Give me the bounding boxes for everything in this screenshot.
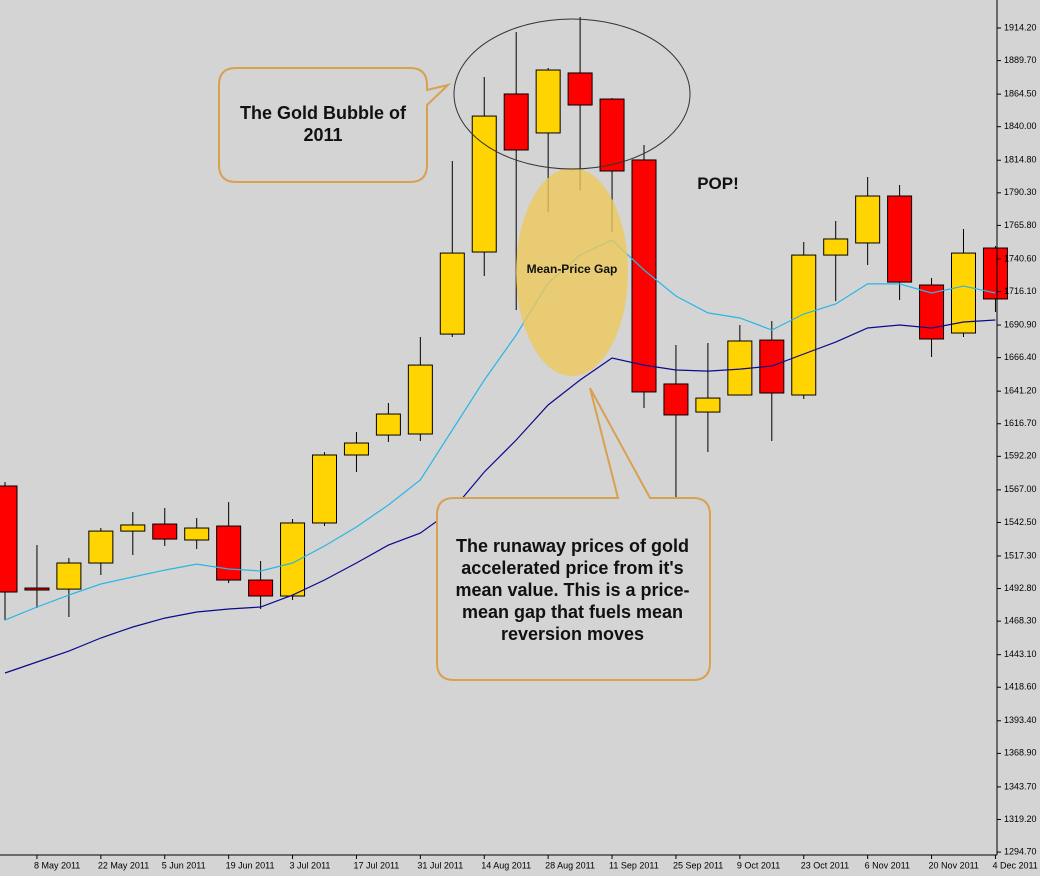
y-tick-label: 1368.90 bbox=[1004, 748, 1037, 758]
candle-body bbox=[312, 454, 337, 524]
y-tick-label: 1319.20 bbox=[1004, 814, 1037, 824]
y-tick-label: 1542.50 bbox=[1004, 517, 1037, 527]
y-tick-label: 1592.20 bbox=[1004, 451, 1037, 461]
annotation: The Gold Bubble of 2011 bbox=[240, 103, 406, 145]
candle-body bbox=[535, 69, 561, 134]
y-tick-label: 1418.60 bbox=[1004, 682, 1037, 692]
x-tick-label: 23 Oct 2011 bbox=[801, 860, 849, 870]
y-tick-label: 1666.40 bbox=[1004, 352, 1037, 362]
candle-body bbox=[887, 195, 913, 283]
y-tick-label: 1790.30 bbox=[1004, 187, 1037, 197]
y-tick-label: 1716.10 bbox=[1004, 286, 1037, 296]
y-tick-label: 1294.70 bbox=[1004, 846, 1037, 856]
y-tick-label: 1616.70 bbox=[1004, 418, 1037, 428]
x-tick-label: 6 Nov 2011 bbox=[865, 860, 910, 870]
y-tick-label: 1468.30 bbox=[1004, 616, 1037, 626]
y-tick-label: 1567.00 bbox=[1004, 484, 1037, 494]
callout-box bbox=[218, 67, 452, 183]
candle-body bbox=[184, 527, 210, 541]
x-tick-label: 20 Nov 2011 bbox=[929, 860, 979, 870]
x-tick-label: 19 Jun 2011 bbox=[226, 860, 275, 870]
annotation: POP! bbox=[697, 174, 739, 193]
x-tick-label: 22 May 2011 bbox=[98, 860, 149, 870]
y-tick-label: 1641.20 bbox=[1004, 386, 1037, 396]
y-tick-label: 1690.90 bbox=[1004, 319, 1037, 329]
candle-body bbox=[503, 93, 529, 151]
annotation: The runaway prices of gold accelerated p… bbox=[455, 536, 690, 644]
moving-average-line bbox=[4, 319, 996, 674]
y-tick-label: 1814.80 bbox=[1004, 155, 1037, 165]
y-tick-label: 1393.40 bbox=[1004, 715, 1037, 725]
candle-body bbox=[855, 195, 881, 244]
x-tick-label: 5 Jun 2011 bbox=[162, 860, 206, 870]
y-tick-label: 1840.00 bbox=[1004, 121, 1037, 131]
candle-body bbox=[343, 442, 369, 456]
candle-body bbox=[152, 523, 178, 540]
candle-body bbox=[823, 238, 849, 256]
x-tick-label: 8 May 2011 bbox=[34, 860, 80, 870]
y-tick-label: 1492.80 bbox=[1004, 583, 1037, 593]
callout-box bbox=[436, 387, 711, 681]
candle-body bbox=[439, 252, 465, 335]
candle-body bbox=[631, 159, 657, 393]
x-tick-label: 9 Oct 2011 bbox=[737, 860, 780, 870]
y-tick-label: 1443.10 bbox=[1004, 649, 1037, 659]
x-tick-label: 4 Dec 2011 bbox=[992, 860, 1037, 870]
candle-body bbox=[375, 413, 401, 436]
y-tick-label: 1343.70 bbox=[1004, 781, 1037, 791]
candle-body bbox=[0, 485, 18, 593]
moving-average-line bbox=[4, 239, 996, 621]
x-tick-label: 25 Sep 2011 bbox=[673, 860, 723, 870]
y-tick-label: 1517.30 bbox=[1004, 550, 1037, 560]
candle-body bbox=[248, 579, 274, 597]
y-tick-label: 1914.20 bbox=[1004, 22, 1037, 32]
candle-body bbox=[56, 562, 82, 590]
candle-body bbox=[695, 397, 721, 413]
y-tick-label: 1740.60 bbox=[1004, 253, 1037, 263]
candle-body bbox=[951, 252, 976, 334]
y-tick-label: 1765.80 bbox=[1004, 220, 1037, 230]
candle-body bbox=[982, 247, 1008, 300]
candle-body bbox=[280, 522, 306, 597]
bubble-circle bbox=[453, 18, 691, 170]
x-tick-label: 3 Jul 2011 bbox=[290, 860, 331, 870]
y-tick-label: 1864.50 bbox=[1004, 88, 1037, 98]
annotation: Mean-Price Gap bbox=[526, 262, 618, 276]
candle-body bbox=[567, 72, 593, 106]
x-tick-label: 11 Sep 2011 bbox=[609, 860, 659, 870]
x-tick-label: 31 Jul 2011 bbox=[417, 860, 463, 870]
x-tick-label: 14 Aug 2011 bbox=[481, 860, 531, 870]
candle-body bbox=[216, 525, 242, 581]
candle-body bbox=[120, 524, 146, 532]
candle-body bbox=[663, 383, 689, 416]
candle-body bbox=[919, 284, 945, 340]
candle-body bbox=[599, 98, 625, 172]
candle-body bbox=[471, 115, 497, 253]
candle-body bbox=[791, 254, 817, 396]
candle-body bbox=[407, 364, 433, 435]
gap-highlight bbox=[516, 168, 628, 376]
candle-body bbox=[24, 587, 50, 591]
x-tick-label: 17 Jul 2011 bbox=[353, 860, 399, 870]
y-tick-label: 1889.70 bbox=[1004, 55, 1037, 65]
candle-body bbox=[88, 530, 114, 564]
x-tick-label: 28 Aug 2011 bbox=[545, 860, 595, 870]
